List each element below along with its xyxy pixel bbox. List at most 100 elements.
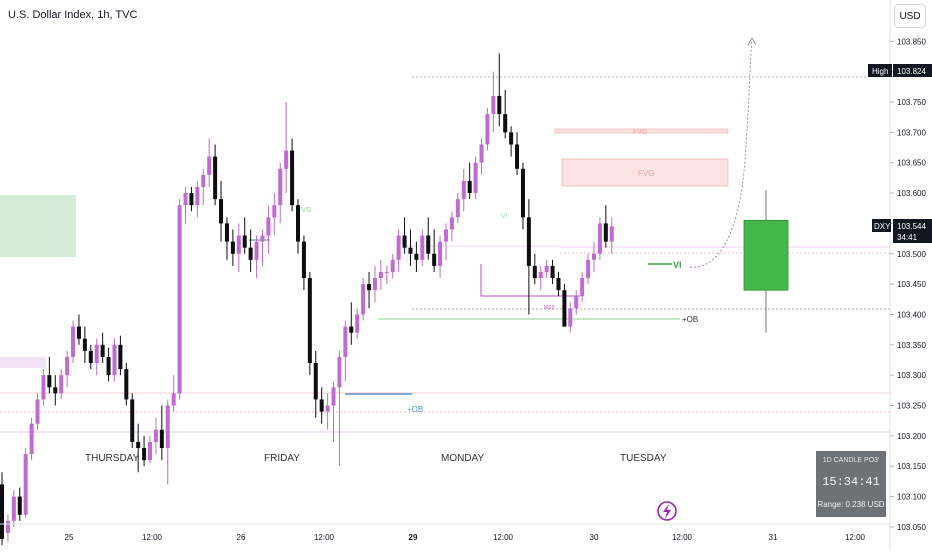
candle-body [449, 217, 454, 230]
candle-body [331, 387, 336, 406]
candle-body [82, 338, 87, 351]
candle-body [0, 484, 4, 540]
time-tick-label: 12:00 [672, 533, 693, 542]
candle-body [491, 95, 496, 115]
candle-body [195, 186, 200, 206]
time-tick-label: 25 [65, 533, 74, 542]
candle-body [35, 399, 40, 424]
candle-body [550, 265, 555, 279]
candle-body [278, 168, 283, 206]
price-tick-label: 103.350 [897, 341, 926, 350]
candle-body [41, 375, 46, 400]
candle-body [153, 429, 158, 442]
candle-body [76, 326, 81, 339]
price-tick-label: 103.300 [897, 371, 926, 380]
candle-body [349, 326, 354, 333]
price-tick-label: 103.600 [897, 189, 926, 198]
candle-body [142, 448, 147, 461]
high-tag [868, 64, 892, 77]
candle-body [230, 241, 235, 254]
symbol-tag [872, 219, 891, 232]
price-tick-label: 103.850 [897, 37, 926, 46]
price-tick-label: 103.250 [897, 402, 926, 411]
candle-body [290, 150, 295, 206]
lightning-icon[interactable] [657, 501, 677, 521]
candle-body [118, 344, 123, 370]
candle-body [65, 356, 70, 376]
candle-body [367, 284, 372, 291]
projection-candle-body [743, 219, 789, 291]
candle-body [538, 271, 543, 279]
candle-body [29, 423, 34, 455]
candle-body [402, 235, 407, 248]
candle-body [313, 363, 318, 400]
price-tick-label: 103.750 [897, 98, 926, 107]
price-tick-label: 103.650 [897, 159, 926, 168]
fvg-small-label: FVG [297, 207, 311, 214]
day-label: TUESDAY [620, 453, 667, 464]
candle-body [473, 162, 478, 194]
price-tick-label: 103.100 [897, 493, 926, 502]
candle-body [503, 114, 508, 133]
price-tick-label: 103.700 [897, 128, 926, 137]
candle-body [136, 441, 141, 449]
candle-body [171, 393, 176, 406]
currency-button[interactable]: USD [894, 4, 926, 28]
candle-timer-panel: 1D CANDLE PO3' 15:34:41 Range: 0.238 USD [816, 451, 886, 517]
day-label: MONDAY [441, 453, 484, 464]
vi-label: VI [673, 260, 682, 270]
time-tick-label: 29 [409, 533, 418, 542]
high-price-value: 103.824 [897, 67, 926, 76]
candle-body [88, 350, 93, 364]
candle-body [497, 95, 502, 115]
fvg-upper-label: FVG [633, 129, 647, 136]
candle-body [17, 496, 22, 515]
candle-body [515, 144, 520, 169]
ob-right-label: +OB [682, 315, 698, 324]
candle-body [112, 344, 117, 376]
time-tick-label: 31 [769, 533, 778, 542]
candle-body [94, 344, 99, 364]
projection-arrow-icon [747, 37, 757, 46]
ob-zone-green [0, 195, 76, 257]
candle-body [580, 278, 585, 297]
candle-body [148, 441, 152, 461]
time-tick-label: 30 [590, 533, 599, 542]
candle-body [361, 284, 366, 315]
time-tick-label: 12:00 [845, 533, 866, 542]
candle-body [592, 253, 596, 260]
countdown-value: 34:41 [897, 233, 918, 242]
candle-body [47, 375, 52, 388]
candle-body [438, 241, 443, 266]
last-price-value: 103.544 [897, 222, 926, 231]
candle-body [355, 314, 360, 333]
candle-body [532, 265, 537, 279]
timer-time: 15:34:41 [822, 475, 880, 489]
candle-body [432, 253, 437, 266]
candle-body [254, 241, 259, 260]
candle-body [414, 253, 419, 260]
candle-body [420, 235, 425, 260]
candle-body [53, 387, 58, 394]
last-price-tag [893, 219, 932, 243]
mss-line [480, 264, 580, 297]
price-tick-label: 103.450 [897, 280, 926, 289]
candle-body [71, 326, 76, 357]
price-tick-label: 103.150 [897, 462, 926, 471]
day-label: THURSDAY [85, 453, 140, 464]
candle-body [586, 259, 591, 279]
time-tick-label: 12:00 [314, 533, 335, 542]
timer-range: Range: 0.238 USD [817, 500, 885, 509]
candle-body [426, 235, 431, 254]
candle-body [372, 278, 377, 291]
candle-body [5, 520, 10, 534]
fvg-lower-label: FVG [638, 169, 654, 178]
candle-body [396, 235, 401, 260]
candle-body [165, 405, 170, 449]
projection-path [689, 39, 753, 268]
price-tick-label: 103.200 [897, 432, 926, 441]
fvg-zone-lower [561, 158, 729, 187]
time-scale[interactable]: 25 12:00 26 12:00 29 12:00 30 12:00 31 12:00 [65, 533, 866, 542]
